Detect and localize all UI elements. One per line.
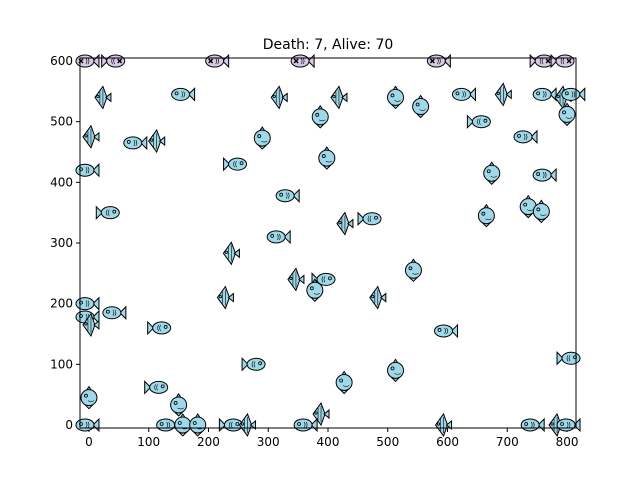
alive-puffer-marker bbox=[306, 278, 324, 303]
alive-angel-marker bbox=[238, 412, 257, 438]
y-tick-label: 0 bbox=[65, 418, 73, 432]
x-tick-label: 800 bbox=[556, 435, 579, 449]
plot-frame bbox=[79, 57, 577, 429]
alive-angel-marker bbox=[287, 267, 305, 292]
alive-fish-marker bbox=[434, 323, 459, 339]
alive-angel-marker bbox=[369, 285, 387, 310]
alive-fish-marker bbox=[561, 87, 586, 102]
alive-angel-marker bbox=[82, 124, 100, 149]
alive-fish-marker bbox=[532, 87, 557, 102]
alive-angel-marker bbox=[434, 412, 453, 438]
alive-fish-marker bbox=[266, 229, 291, 245]
y-tick-label: 300 bbox=[50, 236, 73, 250]
alive-fish-marker bbox=[75, 417, 100, 433]
y-tick-label: 100 bbox=[50, 357, 73, 371]
alive-puffer-marker bbox=[189, 413, 207, 437]
x-tick-label: 0 bbox=[85, 435, 93, 449]
x-tick-label: 600 bbox=[436, 435, 459, 449]
alive-fish-marker bbox=[520, 417, 545, 433]
alive-fish-marker bbox=[171, 87, 196, 102]
alive-puffer-marker bbox=[174, 413, 192, 437]
alive-fish-marker bbox=[95, 205, 120, 220]
x-tick-label: 200 bbox=[197, 435, 220, 449]
alive-fish-marker bbox=[147, 320, 172, 336]
alive-puffer-marker bbox=[170, 393, 188, 417]
alive-fish-marker bbox=[466, 114, 491, 129]
dead-fish-marker bbox=[426, 53, 451, 69]
alive-fish-marker bbox=[123, 135, 148, 151]
x-tick-label: 500 bbox=[376, 435, 399, 449]
alive-puffer-marker bbox=[412, 94, 430, 119]
x-tick-label: 400 bbox=[317, 435, 340, 449]
alive-fish-marker bbox=[241, 357, 266, 372]
y-tick-label: 400 bbox=[50, 175, 73, 189]
alive-angel-marker bbox=[270, 85, 288, 110]
chart-marks bbox=[75, 53, 586, 438]
alive-fish-marker bbox=[357, 211, 382, 226]
chart-title: Death: 7, Alive: 70 bbox=[263, 37, 394, 53]
alive-fish-marker bbox=[75, 296, 100, 311]
alive-angel-marker bbox=[494, 82, 512, 107]
alive-angel-marker bbox=[330, 85, 348, 110]
alive-angel-marker bbox=[94, 85, 112, 110]
x-tick-label: 100 bbox=[137, 435, 160, 449]
alive-angel-marker bbox=[312, 401, 330, 427]
dead-fish-marker bbox=[205, 53, 230, 69]
alive-fish-marker bbox=[223, 156, 248, 172]
alive-fish-marker bbox=[75, 163, 100, 178]
alive-puffer-marker bbox=[477, 203, 495, 228]
alive-fish-marker bbox=[513, 129, 538, 145]
alive-puffer-marker bbox=[311, 104, 329, 129]
alive-puffer-marker bbox=[404, 258, 422, 283]
y-tick-label: 200 bbox=[50, 297, 73, 311]
alive-puffer-marker bbox=[335, 370, 353, 395]
alive-puffer-marker bbox=[532, 199, 550, 224]
alive-angel-marker bbox=[148, 129, 166, 154]
alive-angel-marker bbox=[216, 285, 234, 310]
alive-fish-marker bbox=[144, 380, 169, 395]
alive-fish-marker bbox=[311, 272, 336, 287]
alive-fish-marker bbox=[451, 87, 476, 102]
alive-fish-marker bbox=[532, 167, 557, 183]
alive-fish-marker bbox=[275, 188, 300, 203]
x-tick-label: 700 bbox=[496, 435, 519, 449]
y-tick-label: 600 bbox=[50, 54, 73, 68]
alive-angel-marker bbox=[222, 241, 240, 266]
dead-fish-marker bbox=[75, 53, 100, 69]
alive-fish-marker bbox=[102, 305, 127, 320]
alive-puffer-marker bbox=[387, 85, 405, 110]
alive-fish-marker bbox=[293, 417, 318, 433]
alive-fish-marker bbox=[556, 351, 581, 366]
y-tick-label: 500 bbox=[50, 115, 73, 129]
alive-angel-marker bbox=[336, 211, 354, 236]
dead-fish-marker bbox=[550, 53, 575, 69]
alive-puffer-marker bbox=[483, 161, 501, 185]
dead-fish-marker bbox=[101, 53, 126, 69]
alive-puffer-marker bbox=[519, 194, 537, 219]
alive-puffer-marker bbox=[318, 146, 336, 170]
x-tick-label: 300 bbox=[257, 435, 280, 449]
dead-fish-marker bbox=[529, 53, 554, 69]
alive-puffer-marker bbox=[387, 358, 405, 383]
dead-fish-marker bbox=[290, 53, 315, 69]
alive-angel-marker bbox=[82, 312, 100, 337]
alive-puffer-marker bbox=[80, 385, 98, 410]
alive-puffer-marker bbox=[558, 102, 576, 127]
alive-puffer-marker bbox=[253, 126, 271, 150]
alive-fish-marker bbox=[556, 417, 581, 433]
